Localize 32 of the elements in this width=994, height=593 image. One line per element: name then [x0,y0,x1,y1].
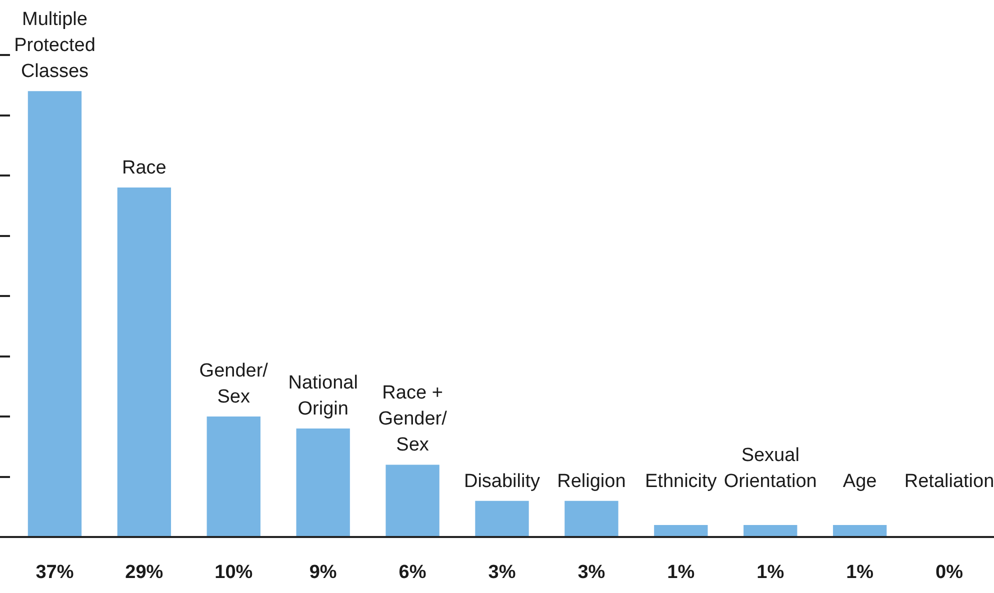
data-label: 1% [756,562,784,584]
bar [117,188,172,536]
data-label: 10% [214,562,253,584]
bar [386,464,440,536]
x-tick-label: Gender/Sex [199,360,269,408]
x-tick-label: Multiple Protected Classes [14,9,96,82]
x-tick-label: Religion [557,470,626,492]
data-label: 37% [36,562,74,584]
x-tick-label: National Origin [288,372,358,420]
x-tick-label: Retaliation [904,471,994,492]
bar [654,524,708,536]
bar [832,524,887,536]
x-tick-label: Race [122,158,166,179]
x-tick-label: Disability [464,470,541,492]
data-label: 3% [578,562,606,584]
data-label: 6% [398,562,426,584]
data-label: 1% [667,562,695,584]
bar [744,524,798,536]
bar [475,500,529,536]
data-label: 29% [125,562,164,584]
x-tick-label: Age [842,471,877,492]
bar [296,428,350,536]
data-label: 0% [936,562,964,584]
x-tick-label: Ethnicity [645,471,718,492]
data-label: 3% [488,562,516,584]
x-tick-label: Sexual Orientation [724,445,817,492]
x-tick-label: Race + Gender/Sex [378,382,448,456]
bar [206,416,260,536]
data-label: 9% [309,562,337,584]
bar [28,91,82,536]
data-label: 1% [846,562,874,584]
bar [564,500,618,536]
